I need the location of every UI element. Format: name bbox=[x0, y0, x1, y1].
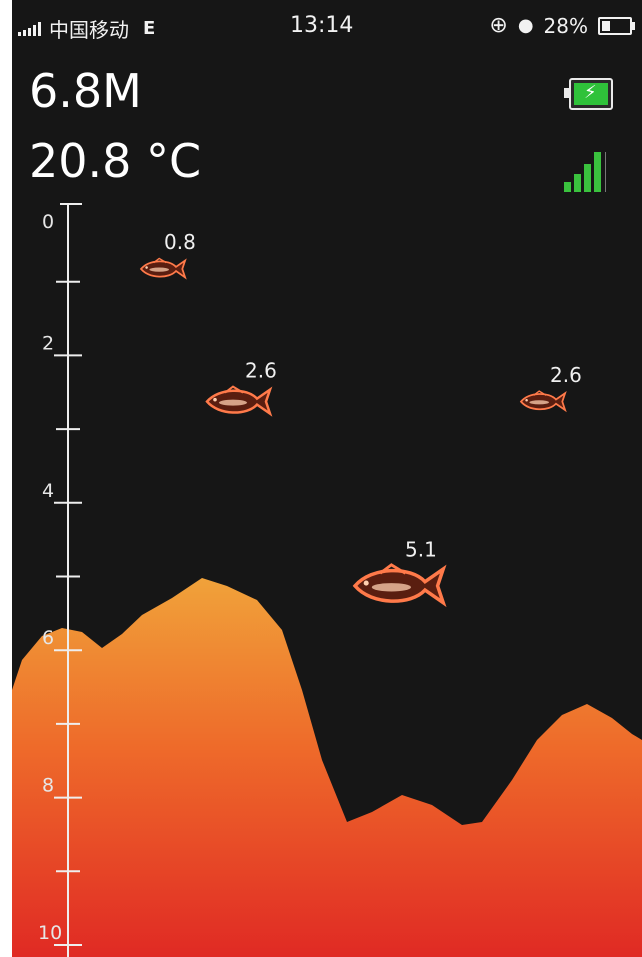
signal-strength-icon bbox=[564, 150, 614, 192]
depth-scale-label: 8 bbox=[42, 775, 54, 797]
fish-depth-label: 5.1 bbox=[405, 537, 437, 561]
depth-scale-label: 4 bbox=[42, 480, 54, 502]
depth-readout: 6.8M bbox=[29, 64, 142, 118]
fish-depth-label: 2.6 bbox=[245, 359, 277, 383]
fish-marker bbox=[352, 563, 447, 608]
depth-scale-label: 6 bbox=[42, 627, 54, 649]
carrier-name: 中国移动 bbox=[49, 18, 129, 42]
depth-scale-label: 2 bbox=[42, 332, 54, 354]
alarm-icon: ● bbox=[517, 15, 534, 36]
fish-markers: 0.8 2.6 2.6 5.1 bbox=[139, 230, 582, 608]
temperature-readout: 20.8 °C bbox=[29, 134, 202, 188]
cell-signal-icon bbox=[18, 21, 41, 36]
fish-marker bbox=[519, 390, 567, 413]
depth-scale-label: 10 bbox=[38, 922, 62, 944]
status-bar: 中国移动 E 13:14 ⊕ ● 28% bbox=[12, 0, 642, 48]
fish-depth-label: 2.6 bbox=[550, 363, 582, 387]
fish-marker bbox=[205, 385, 273, 417]
rotation-lock-icon: ⊕ bbox=[489, 13, 508, 38]
fish-depth-label: 0.8 bbox=[164, 230, 196, 254]
fish-marker bbox=[139, 257, 187, 280]
bottom-profile bbox=[12, 578, 642, 957]
depth-scale-label: 0 bbox=[42, 211, 54, 233]
fishfinder-screen: 中国移动 E 13:14 ⊕ ● 28% 6.8M 20.8 °C ⚡ bbox=[12, 0, 642, 957]
network-type: E bbox=[143, 18, 156, 39]
battery-charging-icon: ⚡ bbox=[564, 78, 613, 110]
sonar-display: 0 2 4 6 8 10 0.8 2.6 2.6 5.1 bbox=[12, 203, 642, 957]
depth-scale: 0 2 4 6 8 10 bbox=[38, 203, 82, 957]
phone-battery-icon bbox=[598, 16, 635, 35]
battery-percent: 28% bbox=[543, 13, 588, 38]
clock: 13:14 bbox=[290, 13, 354, 38]
